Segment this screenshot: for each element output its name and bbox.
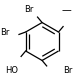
- Text: Br: Br: [0, 27, 10, 37]
- Text: HO: HO: [5, 66, 18, 75]
- Text: —: —: [62, 5, 72, 15]
- Text: Br: Br: [24, 5, 33, 14]
- Text: Br: Br: [63, 66, 72, 75]
